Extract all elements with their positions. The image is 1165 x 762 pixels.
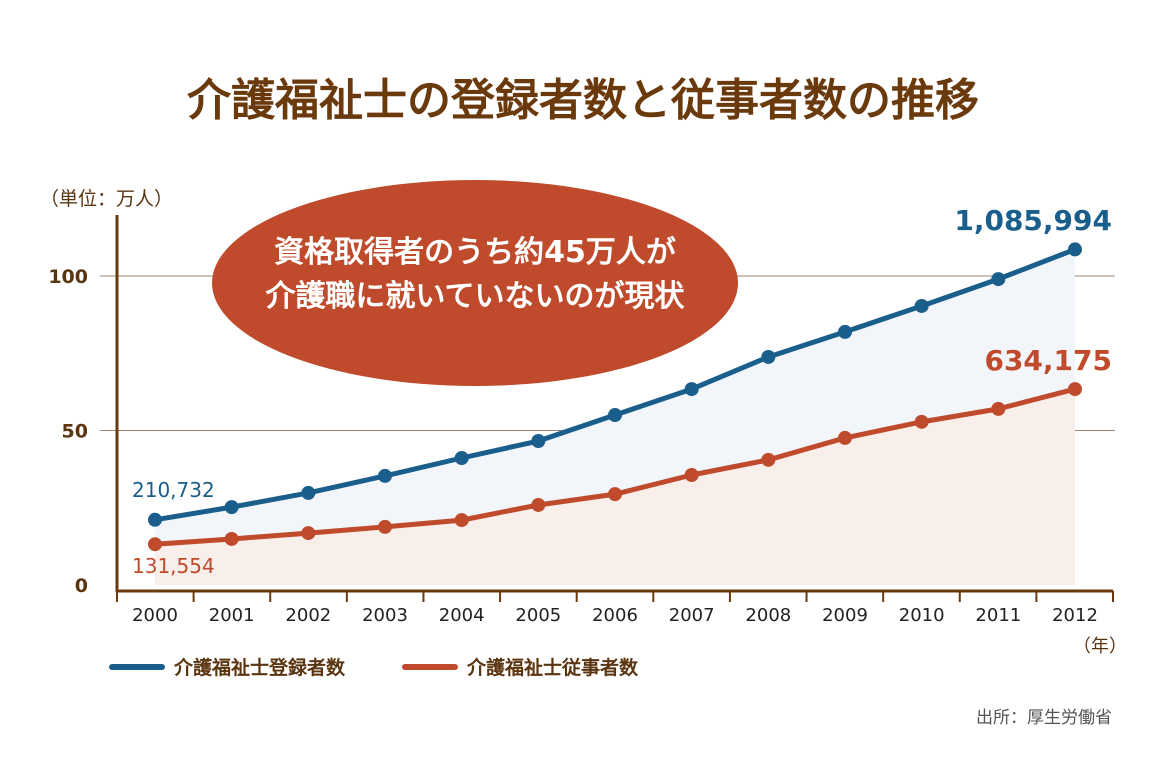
data-point xyxy=(761,452,776,467)
data-point xyxy=(454,513,469,528)
data-point xyxy=(991,272,1006,287)
data-point xyxy=(608,408,622,423)
data-point xyxy=(1068,382,1082,397)
x-tick-label: 2011 xyxy=(975,605,1021,626)
data-point xyxy=(838,324,852,339)
data-point xyxy=(454,451,469,466)
data-point xyxy=(531,434,546,449)
data-point xyxy=(684,382,699,397)
annotation-line-1: 資格取得者のうち約45万人が xyxy=(274,235,676,270)
annotation-bubble xyxy=(212,180,738,386)
x-axis-unit: （年） xyxy=(1073,636,1127,657)
y-tick-label: 50 xyxy=(62,421,88,443)
x-tick-label: 2006 xyxy=(592,605,638,626)
chart-title: 介護福祉士の登録者数と従事者数の推移 xyxy=(187,75,979,126)
last-value-label: 1,085,994 xyxy=(954,204,1112,237)
x-tick-label: 2001 xyxy=(209,605,255,626)
data-point xyxy=(224,500,239,515)
x-tick-label: 2000 xyxy=(132,605,178,626)
data-point xyxy=(991,401,1006,416)
data-point xyxy=(761,349,776,364)
data-point xyxy=(914,414,929,429)
x-tick-label: 2004 xyxy=(439,605,485,626)
source-note: 出所：厚生労働省 xyxy=(976,708,1112,728)
annotation-line-2: 介護職に就いていないのが現状 xyxy=(264,279,685,314)
x-tick-label: 2008 xyxy=(745,605,791,626)
last-value-label: 634,175 xyxy=(984,344,1112,377)
x-tick-label: 2003 xyxy=(362,605,408,626)
data-point xyxy=(148,537,162,552)
legend-label: 介護福祉士従事者数 xyxy=(466,656,639,679)
data-point xyxy=(838,430,852,445)
x-tick-label: 2009 xyxy=(822,605,868,626)
data-point xyxy=(914,298,929,313)
x-tick-label: 2007 xyxy=(669,605,715,626)
data-point xyxy=(378,519,392,534)
first-value-label: 210,732 xyxy=(132,478,215,502)
data-point xyxy=(684,467,699,482)
data-point xyxy=(608,487,622,502)
data-point xyxy=(531,497,546,512)
data-point xyxy=(148,512,162,527)
y-tick-label: 100 xyxy=(48,266,88,288)
legend-label: 介護福祉士登録者数 xyxy=(173,656,346,679)
x-tick-label: 2010 xyxy=(899,605,945,626)
data-point xyxy=(378,468,392,483)
x-tick-label: 2012 xyxy=(1052,605,1098,626)
first-value-label: 131,554 xyxy=(132,554,215,578)
y-tick-label: 0 xyxy=(75,575,88,597)
unit-label: （単位：万人） xyxy=(40,188,173,210)
data-point xyxy=(301,485,316,500)
x-tick-label: 2005 xyxy=(515,605,561,626)
data-point xyxy=(301,526,316,541)
x-tick-label: 2002 xyxy=(285,605,331,626)
data-point xyxy=(1068,242,1082,257)
data-point xyxy=(224,531,239,546)
